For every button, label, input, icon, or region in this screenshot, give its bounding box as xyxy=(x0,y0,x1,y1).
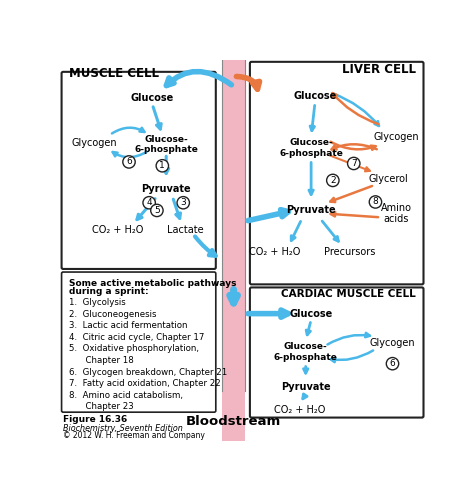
FancyArrowPatch shape xyxy=(112,127,145,133)
Text: Precursors: Precursors xyxy=(324,247,375,257)
Text: CARDIAC MUSCLE CELL: CARDIAC MUSCLE CELL xyxy=(281,289,416,299)
Text: 1.  Glycolysis: 1. Glycolysis xyxy=(69,298,125,307)
Text: 6: 6 xyxy=(126,157,132,167)
Circle shape xyxy=(151,204,163,217)
FancyArrowPatch shape xyxy=(332,144,377,149)
FancyArrowPatch shape xyxy=(248,210,288,221)
FancyArrowPatch shape xyxy=(195,237,216,256)
FancyArrowPatch shape xyxy=(332,93,378,124)
Text: Pyruvate: Pyruvate xyxy=(281,382,330,392)
Circle shape xyxy=(156,160,169,172)
Circle shape xyxy=(347,157,360,170)
Text: 5.  Oxidative phosphorylation,: 5. Oxidative phosphorylation, xyxy=(69,344,199,354)
Text: Glucose: Glucose xyxy=(290,309,333,318)
Text: 7: 7 xyxy=(351,159,356,168)
Text: Lactate: Lactate xyxy=(167,226,204,236)
Circle shape xyxy=(386,358,399,370)
Text: 1: 1 xyxy=(159,161,165,170)
FancyArrowPatch shape xyxy=(330,186,372,202)
Circle shape xyxy=(369,196,382,208)
FancyArrowPatch shape xyxy=(230,290,237,303)
Text: Glycerol: Glycerol xyxy=(369,174,409,184)
FancyArrowPatch shape xyxy=(330,351,373,362)
FancyArrowPatch shape xyxy=(237,76,260,89)
FancyArrowPatch shape xyxy=(291,221,301,241)
FancyArrowPatch shape xyxy=(331,212,378,217)
Text: 2.  Gluconeogenesis: 2. Gluconeogenesis xyxy=(69,310,156,319)
FancyBboxPatch shape xyxy=(250,288,423,418)
FancyArrowPatch shape xyxy=(322,221,338,241)
Text: Amino
acids: Amino acids xyxy=(381,203,412,224)
Text: 8: 8 xyxy=(373,197,378,206)
Text: 3: 3 xyxy=(181,198,186,207)
Text: Figure 16.36: Figure 16.36 xyxy=(63,415,128,424)
Text: Chapter 23: Chapter 23 xyxy=(69,402,133,411)
Text: Biochemistry, Seventh Edition: Biochemistry, Seventh Edition xyxy=(63,424,183,433)
FancyArrowPatch shape xyxy=(137,199,155,220)
Text: 8.  Amino acid catabolism,: 8. Amino acid catabolism, xyxy=(69,391,182,400)
FancyArrowPatch shape xyxy=(153,107,161,129)
Text: 5: 5 xyxy=(154,206,160,215)
Bar xyxy=(222,60,245,441)
FancyBboxPatch shape xyxy=(62,72,216,269)
Text: Glucose-
6-phosphate: Glucose- 6-phosphate xyxy=(134,134,198,154)
Text: 4.  Citric acid cycle, Chapter 17: 4. Citric acid cycle, Chapter 17 xyxy=(69,333,204,342)
FancyArrowPatch shape xyxy=(303,394,307,399)
FancyArrowPatch shape xyxy=(330,142,376,150)
Text: LIVER CELL: LIVER CELL xyxy=(342,63,416,76)
Text: Glucose: Glucose xyxy=(293,91,337,102)
Text: Pyruvate: Pyruvate xyxy=(286,205,336,215)
Text: Glucose: Glucose xyxy=(131,93,174,103)
Text: Glucose-
6-phosphate: Glucose- 6-phosphate xyxy=(279,138,343,158)
Text: Some active metabolic pathways: Some active metabolic pathways xyxy=(69,279,236,288)
Text: Glycogen: Glycogen xyxy=(374,131,419,141)
Text: during a sprint:: during a sprint: xyxy=(69,288,148,297)
Text: CO₂ + H₂O: CO₂ + H₂O xyxy=(249,247,301,257)
FancyArrowPatch shape xyxy=(248,310,288,317)
Text: MUSCLE CELL: MUSCLE CELL xyxy=(69,67,158,80)
Text: Glycogen: Glycogen xyxy=(370,338,415,348)
Text: © 2012 W. H. Freeman and Company: © 2012 W. H. Freeman and Company xyxy=(63,432,205,440)
Text: Glycogen: Glycogen xyxy=(71,138,117,148)
FancyArrowPatch shape xyxy=(306,322,310,335)
FancyArrowPatch shape xyxy=(333,94,379,126)
FancyArrowPatch shape xyxy=(166,71,231,85)
Text: Glucose-
6-phosphate: Glucose- 6-phosphate xyxy=(274,342,337,362)
FancyBboxPatch shape xyxy=(62,272,216,412)
Circle shape xyxy=(143,196,155,209)
Text: Bloodstream: Bloodstream xyxy=(186,415,281,428)
Text: 6: 6 xyxy=(390,359,395,368)
Circle shape xyxy=(327,174,339,186)
Text: 7.  Fatty acid oxidation, Chapter 22: 7. Fatty acid oxidation, Chapter 22 xyxy=(69,379,220,388)
FancyArrowPatch shape xyxy=(328,333,370,345)
Text: 2: 2 xyxy=(330,176,336,185)
Text: 4: 4 xyxy=(146,198,152,207)
Text: 6.  Glycogen breakdown, Chapter 21: 6. Glycogen breakdown, Chapter 21 xyxy=(69,368,227,376)
Text: CO₂ + H₂O: CO₂ + H₂O xyxy=(91,226,143,236)
Circle shape xyxy=(123,156,135,168)
FancyArrowPatch shape xyxy=(303,367,308,373)
Circle shape xyxy=(177,196,190,209)
FancyArrowPatch shape xyxy=(310,105,315,130)
Text: Chapter 18: Chapter 18 xyxy=(69,356,133,365)
FancyArrowPatch shape xyxy=(173,199,181,218)
FancyArrowPatch shape xyxy=(113,152,147,157)
FancyArrowPatch shape xyxy=(309,162,313,194)
Text: 3.  Lactic acid fermentation: 3. Lactic acid fermentation xyxy=(69,321,187,330)
Text: CO₂ + H₂O: CO₂ + H₂O xyxy=(274,405,325,415)
FancyBboxPatch shape xyxy=(250,62,423,284)
FancyArrowPatch shape xyxy=(164,156,169,174)
FancyArrowPatch shape xyxy=(329,155,370,171)
Text: Pyruvate: Pyruvate xyxy=(141,184,191,194)
